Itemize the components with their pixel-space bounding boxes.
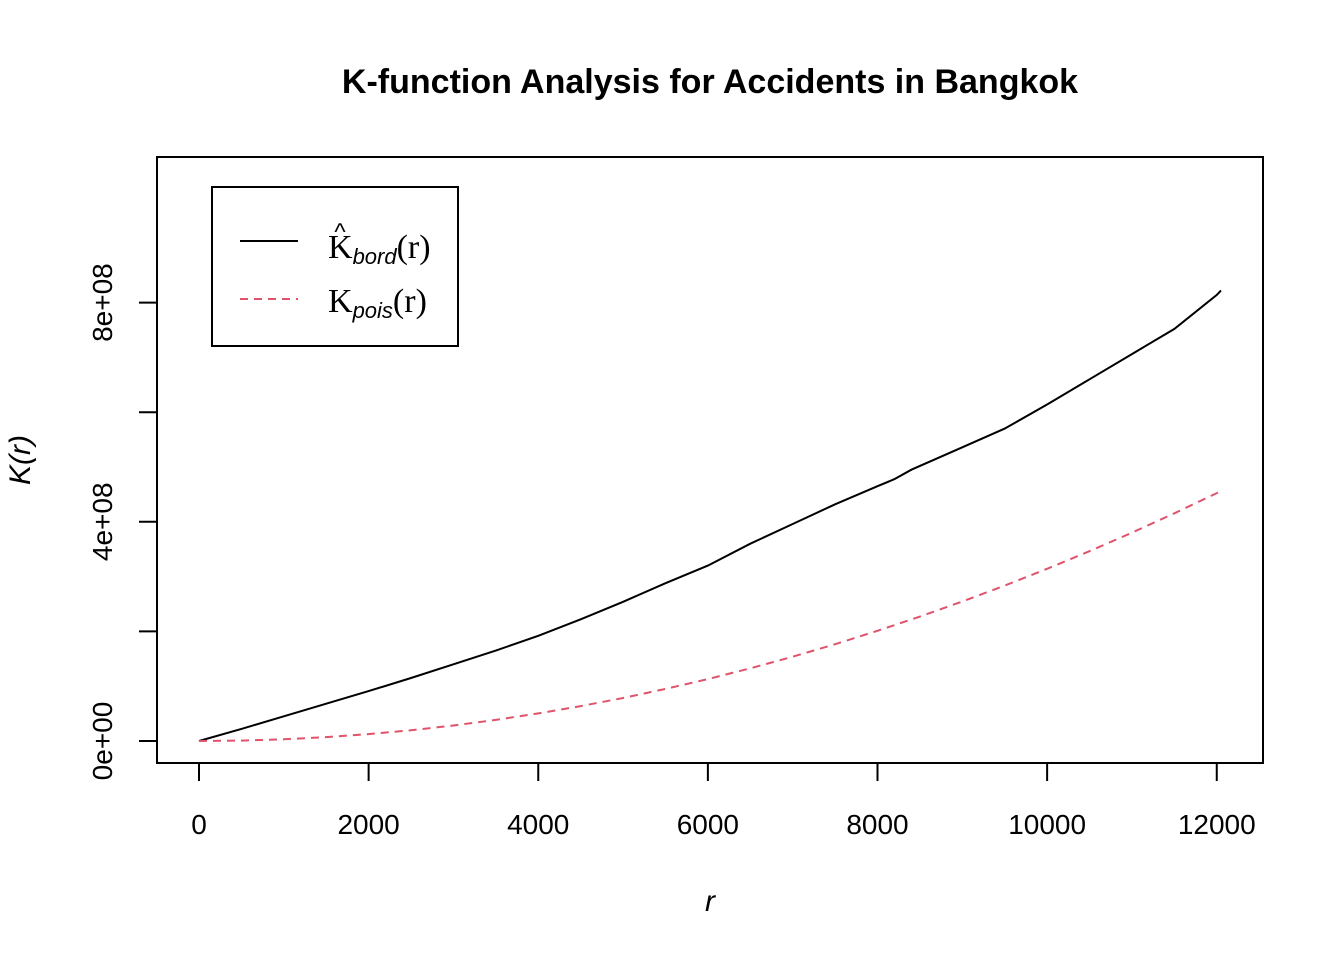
x-tick-label: 10000	[1008, 809, 1086, 840]
chart-title: K-function Analysis for Accidents in Ban…	[342, 63, 1078, 101]
y-tick-label: 0e+00	[87, 702, 118, 781]
x-tick-label: 8000	[846, 809, 908, 840]
x-tick-label: 0	[191, 809, 207, 840]
legend-label-kpois: Kpois(r)	[328, 283, 427, 323]
y-tick-label: 8e+08	[87, 263, 118, 342]
y-axis: 0e+00 4e+08 8e+08	[87, 263, 157, 780]
x-tick-label: 12000	[1178, 809, 1256, 840]
x-tick-label: 6000	[677, 809, 739, 840]
legend-hat-accent: ^	[334, 219, 346, 246]
series-line-kbord	[198, 289, 1222, 742]
legend-label-kbord: Kbord(r)	[328, 229, 431, 269]
legend: Kbord(r) ^ Kpois(r)	[211, 186, 459, 347]
plot-frame	[156, 156, 1264, 764]
legend-box	[211, 186, 459, 347]
x-tick-label: 4000	[507, 809, 569, 840]
x-axis: 0 2000 4000 6000 8000 10000 12000	[191, 763, 1256, 840]
y-axis-label: K(r)	[4, 435, 37, 485]
x-tick-label: 2000	[337, 809, 399, 840]
x-axis-label: r	[705, 885, 716, 918]
series-line-kpois	[198, 490, 1222, 742]
y-tick-label: 4e+08	[87, 482, 118, 561]
series-layer	[198, 289, 1222, 742]
